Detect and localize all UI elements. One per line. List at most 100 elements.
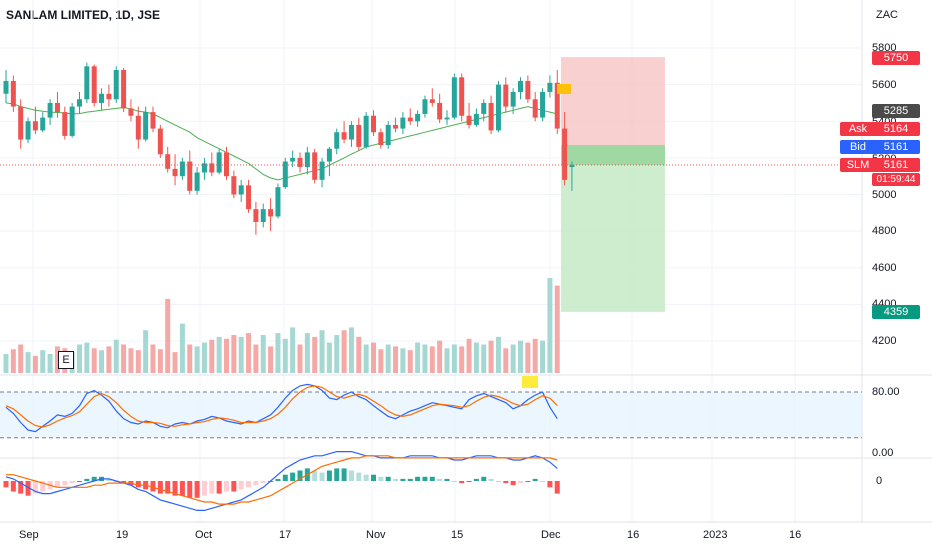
candle-body bbox=[547, 82, 553, 92]
candle-body bbox=[341, 132, 347, 140]
macd-histogram-bar bbox=[3, 481, 9, 488]
position-risk-zone bbox=[561, 57, 665, 146]
volume-bar bbox=[437, 340, 443, 373]
volume-bar bbox=[385, 344, 391, 373]
candle-body bbox=[106, 93, 112, 100]
candle-body bbox=[540, 91, 546, 118]
candle-body bbox=[407, 117, 413, 122]
candle-body bbox=[54, 102, 60, 113]
macd-histogram-bar bbox=[503, 481, 509, 484]
price-tick: 5600 bbox=[872, 79, 897, 91]
stoch-band bbox=[0, 392, 862, 438]
stoch-k-line bbox=[5, 383, 558, 433]
candle-body bbox=[400, 117, 406, 129]
macd-histogram-bar bbox=[216, 481, 222, 494]
volume-bar bbox=[165, 298, 171, 373]
volume-bar bbox=[201, 342, 207, 373]
volume-bar bbox=[231, 335, 237, 373]
volume-bar bbox=[290, 327, 296, 373]
candle-body bbox=[554, 82, 560, 129]
moving-average-line bbox=[5, 102, 558, 181]
macd-histogram-bar bbox=[363, 474, 369, 481]
volume-bar bbox=[503, 348, 509, 373]
volume-bar bbox=[407, 350, 413, 373]
volume-bar bbox=[157, 349, 163, 373]
alert-marker bbox=[522, 376, 538, 388]
candle-body bbox=[165, 154, 171, 169]
candle-body bbox=[466, 115, 472, 125]
volume-bar bbox=[510, 344, 516, 373]
candle-body bbox=[437, 102, 443, 120]
macd-histogram-bar bbox=[495, 481, 501, 482]
currency-label: ZAC bbox=[876, 9, 898, 21]
alert-marker bbox=[557, 84, 571, 94]
candle-body bbox=[518, 80, 523, 92]
macd-histogram-bar bbox=[393, 478, 399, 481]
volume-bar bbox=[400, 348, 406, 373]
candle-body bbox=[312, 152, 318, 180]
volume-bar bbox=[378, 349, 384, 373]
candle-body bbox=[488, 102, 494, 131]
volume-bar bbox=[312, 336, 318, 373]
volume-bar bbox=[194, 346, 200, 373]
macd-histogram-bar bbox=[18, 481, 24, 494]
volume-bar bbox=[326, 342, 332, 373]
volume-bar bbox=[128, 348, 134, 373]
macd-histogram-bar bbox=[25, 481, 31, 496]
macd-histogram-bar bbox=[187, 481, 193, 498]
macd-histogram-bar bbox=[209, 481, 215, 494]
volume-bar bbox=[554, 285, 560, 373]
candle-body bbox=[422, 99, 428, 114]
macd-histogram-bar bbox=[525, 481, 531, 482]
symbol-label: SLM bbox=[840, 158, 876, 172]
candle-body bbox=[40, 117, 46, 131]
macd-histogram-bar bbox=[488, 478, 494, 481]
bar-countdown: 01:59:44 bbox=[872, 173, 920, 186]
candle-body bbox=[91, 66, 97, 103]
macd-histogram-bar bbox=[341, 468, 347, 481]
last-price-tag: 5161 bbox=[872, 158, 920, 172]
macd-histogram-bar bbox=[157, 481, 163, 494]
macd-histogram-bar bbox=[150, 481, 156, 492]
earnings-badge[interactable]: E bbox=[58, 351, 74, 369]
candle-body bbox=[77, 99, 82, 107]
macd-histogram-bar bbox=[253, 481, 259, 486]
macd-signal-line bbox=[6, 455, 558, 505]
macd-histogram-bar bbox=[224, 481, 229, 492]
macd-histogram-bar bbox=[275, 478, 281, 481]
volume-bar bbox=[18, 344, 24, 373]
volume-bar bbox=[547, 278, 553, 373]
volume-bar bbox=[268, 346, 274, 373]
volume-bar bbox=[481, 344, 487, 373]
volume-bar bbox=[172, 352, 178, 373]
macd-histogram-bar bbox=[444, 478, 450, 481]
volume-bar bbox=[451, 344, 457, 373]
time-tick: 19 bbox=[116, 529, 129, 541]
macd-histogram-bar bbox=[437, 478, 443, 481]
volume-bar bbox=[91, 348, 97, 373]
ask-price-tag: 5164 bbox=[872, 122, 920, 136]
volume-bar bbox=[150, 344, 156, 373]
macd-histogram-bar bbox=[400, 478, 406, 481]
candle-body bbox=[473, 113, 479, 125]
candle-body bbox=[326, 148, 332, 162]
volume-bar bbox=[371, 342, 376, 373]
candle-body bbox=[290, 157, 296, 162]
macd-histogram-bar bbox=[77, 481, 82, 482]
macd-histogram-bar bbox=[260, 481, 266, 484]
candle-body bbox=[47, 102, 53, 118]
candle-body bbox=[69, 106, 75, 136]
price-tick: 5000 bbox=[872, 189, 897, 201]
candle-body bbox=[143, 112, 149, 140]
candle-body bbox=[187, 161, 193, 191]
candle-body bbox=[371, 115, 376, 133]
stop-price-tag: 4359 bbox=[872, 305, 920, 319]
candle-body bbox=[99, 93, 105, 103]
candle-body bbox=[18, 106, 24, 140]
macd-line bbox=[5, 451, 558, 511]
volume-bar bbox=[99, 350, 105, 373]
candle-body bbox=[429, 99, 435, 103]
position-entry-zone bbox=[561, 145, 665, 166]
price-tick: 4200 bbox=[872, 335, 897, 347]
